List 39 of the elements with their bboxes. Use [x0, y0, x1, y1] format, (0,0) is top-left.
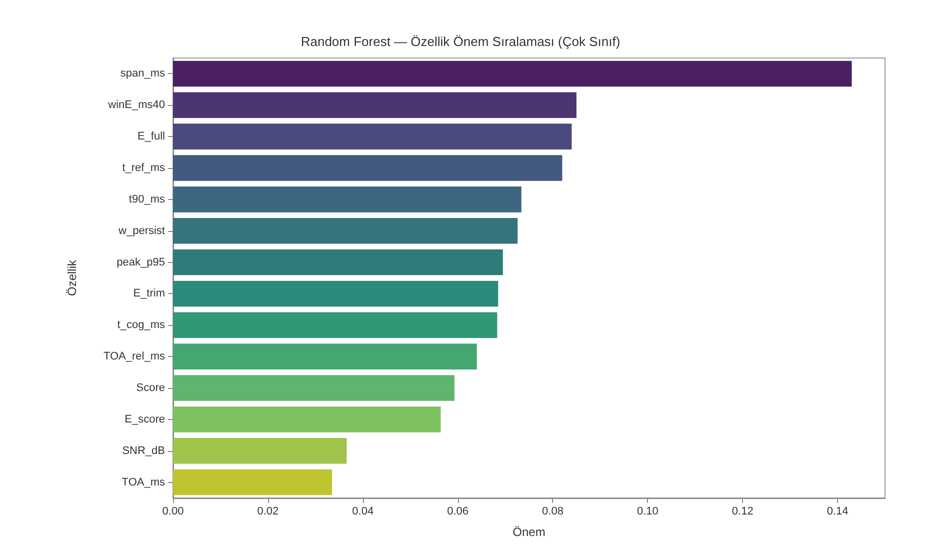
x-tick-label: 0.14 [826, 506, 848, 518]
y-tick-label: t_cog_ms [117, 319, 166, 332]
y-tick-label: winE_ms40 [107, 99, 165, 112]
y-axis-title: Özellik [65, 259, 79, 296]
bar [173, 469, 332, 496]
bar [173, 280, 498, 307]
y-tick-label: E_score [124, 413, 165, 426]
x-tick-label: 0.10 [636, 506, 658, 518]
bar [173, 186, 522, 212]
bar [173, 406, 441, 432]
x-tick-label: 0.06 [447, 506, 469, 518]
x-tick-label: 0.08 [542, 506, 564, 518]
chart-title: Random Forest — Özellik Önem Sıralaması (Çok Sınıf) [300, 34, 620, 49]
bar [173, 344, 477, 370]
x-tick-label: 0.00 [162, 506, 184, 518]
bar [173, 312, 498, 338]
bar [173, 375, 454, 401]
y-tick-label: w_persist [118, 224, 165, 237]
y-tick-label: E_full [137, 130, 165, 143]
y-tick-label: peak_p95 [116, 256, 165, 268]
bar [173, 438, 347, 464]
bar [173, 92, 576, 118]
y-tick-label: TOA_rel_ms [103, 350, 166, 363]
y-tick-label: Score [136, 382, 165, 394]
x-tick-label: 0.04 [352, 506, 374, 518]
y-tick-label: t_ref_ms [122, 162, 166, 174]
y-tick-label: span_ms [120, 68, 166, 80]
bar [173, 124, 572, 150]
x-tick-label: 0.02 [257, 506, 279, 518]
bar [173, 60, 852, 87]
bar [173, 249, 503, 276]
y-tick-label: SNR_dB [122, 444, 165, 457]
x-tick-label: 0.12 [732, 506, 754, 518]
y-tick-label: t90_ms [128, 193, 166, 206]
y-tick-label: TOA_ms [122, 476, 166, 488]
bar [173, 218, 518, 244]
bar [173, 155, 562, 181]
x-axis-title: Önem [512, 525, 546, 539]
y-tick-label: E_trim [133, 288, 165, 300]
